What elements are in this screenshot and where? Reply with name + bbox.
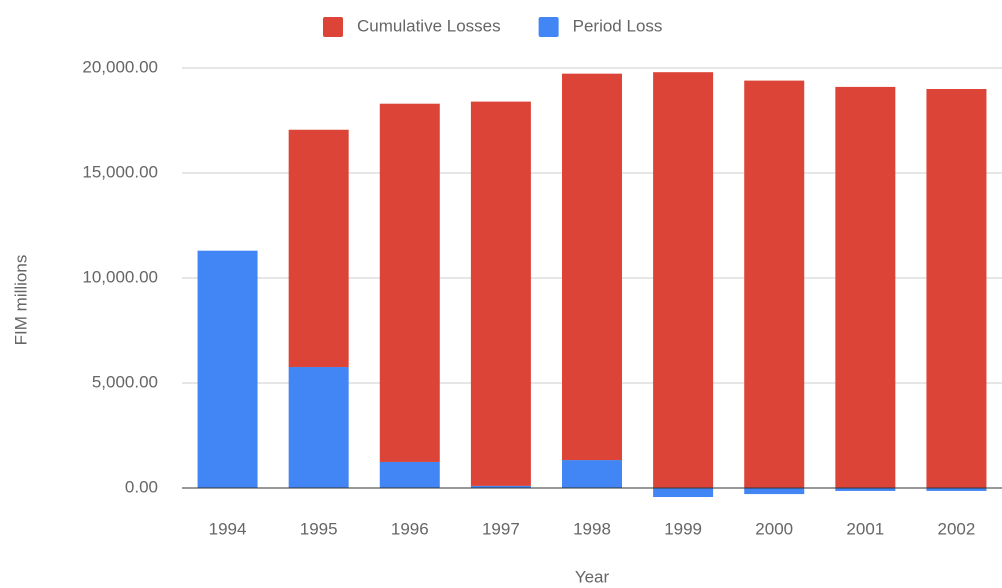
- legend-swatch: [538, 17, 559, 37]
- bar: [744, 488, 805, 495]
- x-tick-label: 2001: [846, 519, 884, 538]
- bar: [926, 89, 987, 488]
- bar: [288, 367, 349, 488]
- x-tick-label: 1994: [209, 519, 247, 538]
- legend-label: Period Loss: [573, 16, 663, 35]
- bar: [835, 86, 896, 489]
- x-tick-label: 1999: [664, 519, 702, 538]
- bar: [744, 80, 805, 488]
- bar: [926, 488, 987, 491]
- bar: [562, 460, 622, 488]
- bar: [653, 488, 714, 498]
- y-tick-label: 10,000.00: [82, 267, 158, 286]
- y-axis-label: FIM millions: [11, 255, 30, 346]
- y-tick-label: 20,000.00: [82, 57, 158, 76]
- y-tick-label: 0.00: [125, 477, 158, 496]
- x-tick-label: 1996: [391, 519, 429, 538]
- bar: [288, 129, 349, 368]
- bar: [197, 250, 258, 488]
- x-tick-label: 2002: [938, 519, 976, 538]
- y-tick-label: 15,000.00: [82, 162, 158, 181]
- bar: [470, 485, 531, 488]
- bar: [379, 461, 440, 488]
- x-axis-label: Year: [575, 567, 610, 586]
- legend-label: Cumulative Losses: [357, 16, 501, 35]
- x-tick-label: 2000: [755, 519, 793, 538]
- bar: [379, 103, 440, 462]
- bar: [470, 101, 531, 486]
- bar: [562, 73, 622, 461]
- x-tick-label: 1997: [482, 519, 520, 538]
- legend-swatch: [323, 17, 343, 37]
- y-tick-label: 5,000.00: [92, 372, 158, 391]
- x-tick-label: 1998: [573, 519, 611, 538]
- bar: [653, 72, 714, 488]
- bar: [835, 488, 896, 491]
- x-tick-label: 1995: [300, 519, 338, 538]
